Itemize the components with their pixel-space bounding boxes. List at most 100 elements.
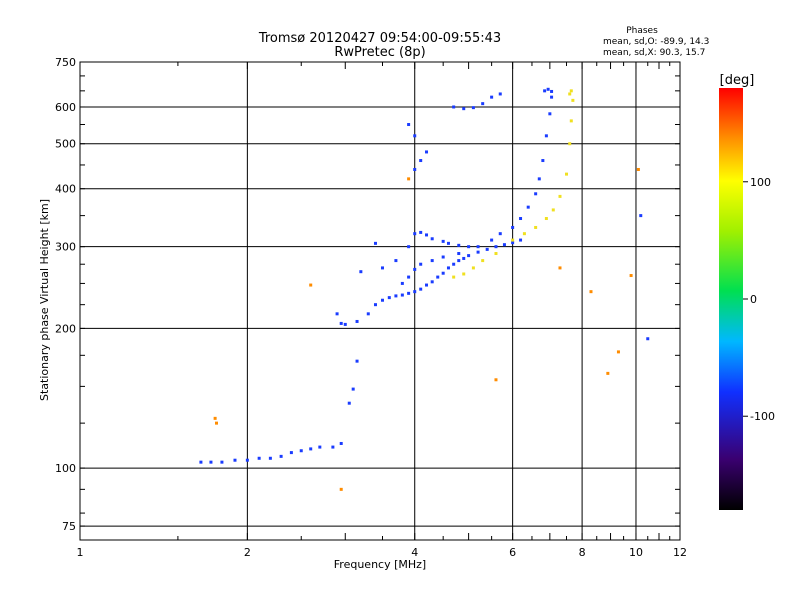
data-point-o: [485, 247, 489, 251]
plot-area: [79, 61, 681, 541]
plot-frame: [79, 61, 681, 541]
data-point-other: [606, 371, 610, 375]
x-tick-labels: 1 2 4 6 8 10 12: [77, 546, 688, 559]
phases-line-o: mean, sd,O: -89.9, 14.3: [603, 37, 709, 47]
data-point-o: [309, 447, 313, 451]
data-point-o: [476, 245, 480, 249]
data-point-o: [380, 266, 384, 270]
data-point-o: [467, 254, 471, 258]
data-point-o: [519, 238, 523, 242]
data-point-o: [419, 287, 423, 291]
colorbar-label: [deg]: [720, 73, 755, 88]
data-point-x: [522, 232, 526, 236]
data-point-o: [413, 267, 417, 271]
data-points: [199, 87, 650, 491]
data-point-o: [220, 460, 224, 464]
data-point-o: [430, 259, 434, 263]
data-point-o: [457, 259, 461, 263]
data-point-o: [318, 445, 322, 449]
data-point-x: [569, 89, 573, 93]
data-point-o: [419, 230, 423, 234]
data-point-o: [400, 281, 404, 285]
data-point-o: [373, 241, 377, 245]
data-point-other: [214, 421, 218, 425]
data-point-x: [494, 252, 498, 256]
data-point-other: [494, 378, 498, 382]
data-point-o: [279, 454, 283, 458]
data-point-o: [407, 123, 411, 127]
x-axis-label: Frequency [MHz]: [334, 558, 426, 571]
data-point-x: [565, 172, 569, 176]
data-point-o: [476, 250, 480, 254]
phases-heading: Phases: [626, 26, 658, 36]
data-point-x: [511, 238, 515, 242]
data-point-o: [546, 87, 550, 91]
data-point-o: [441, 271, 445, 275]
data-point-o: [430, 280, 434, 284]
x-tick-label: 10: [629, 546, 643, 559]
colorbar: 100 0 -100 [deg]: [719, 73, 775, 510]
data-point-o: [373, 303, 377, 307]
y-tick-label: 600: [55, 101, 76, 114]
data-point-other: [636, 167, 640, 171]
data-point-other: [407, 177, 411, 181]
data-point-o: [380, 298, 384, 302]
data-point-o: [343, 322, 347, 326]
data-point-o: [441, 255, 445, 259]
data-point-o: [502, 243, 506, 247]
y-tick-label: 200: [55, 322, 76, 335]
data-point-o: [394, 294, 398, 298]
data-point-o: [430, 237, 434, 241]
colorbar-gradient: [719, 88, 743, 510]
data-point-other: [558, 266, 562, 270]
data-point-o: [452, 105, 456, 109]
data-point-other: [213, 416, 217, 420]
data-point-o: [394, 259, 398, 263]
data-point-o: [511, 241, 515, 245]
data-point-other: [629, 274, 633, 278]
data-point-o: [446, 266, 450, 270]
y-tick-labels: 75 100 200 300 400 500 600 750: [55, 56, 76, 533]
y-tick-label: 400: [55, 183, 76, 196]
data-point-o: [425, 150, 429, 154]
data-point-o: [441, 239, 445, 243]
data-point-o: [550, 89, 554, 93]
data-point-x: [452, 275, 456, 279]
data-point-x: [569, 119, 573, 123]
data-point-o: [494, 245, 498, 249]
colorbar-tick-label: 0: [750, 293, 757, 306]
data-point-o: [544, 134, 548, 138]
chart-subtitle: RwPretec (8p): [334, 45, 425, 60]
data-point-o: [462, 107, 466, 111]
data-point-o: [425, 283, 429, 287]
x-tick-label: 12: [673, 546, 687, 559]
data-point-other: [616, 350, 620, 354]
data-point-o: [351, 387, 355, 391]
data-point-o: [355, 319, 359, 323]
data-point-x: [481, 259, 485, 263]
data-point-o: [537, 177, 541, 181]
data-point-o: [387, 296, 391, 300]
data-point-o: [519, 217, 523, 221]
grid-lines: [80, 62, 680, 540]
data-point-o: [646, 337, 650, 341]
y-axis-label: Stationary phase Virtual Height [km]: [38, 199, 51, 401]
phases-line-x: mean, sd,X: 90.3, 15.7: [603, 48, 705, 58]
data-point-o: [498, 92, 502, 96]
data-point-other: [589, 290, 593, 294]
y-tick-label: 300: [55, 241, 76, 254]
data-point-o: [452, 262, 456, 266]
data-point-o: [299, 449, 303, 453]
data-point-o: [413, 290, 417, 294]
data-point-o: [339, 321, 343, 325]
data-point-o: [413, 134, 417, 138]
data-point-o: [511, 225, 515, 229]
data-point-o: [543, 89, 547, 93]
x-tick-label: 4: [411, 546, 418, 559]
data-point-o: [400, 293, 404, 297]
y-tick-label: 500: [55, 138, 76, 151]
data-point-o: [347, 401, 351, 405]
data-point-o: [548, 112, 552, 116]
y-tick-label: 750: [55, 56, 76, 69]
data-point-o: [462, 256, 466, 260]
